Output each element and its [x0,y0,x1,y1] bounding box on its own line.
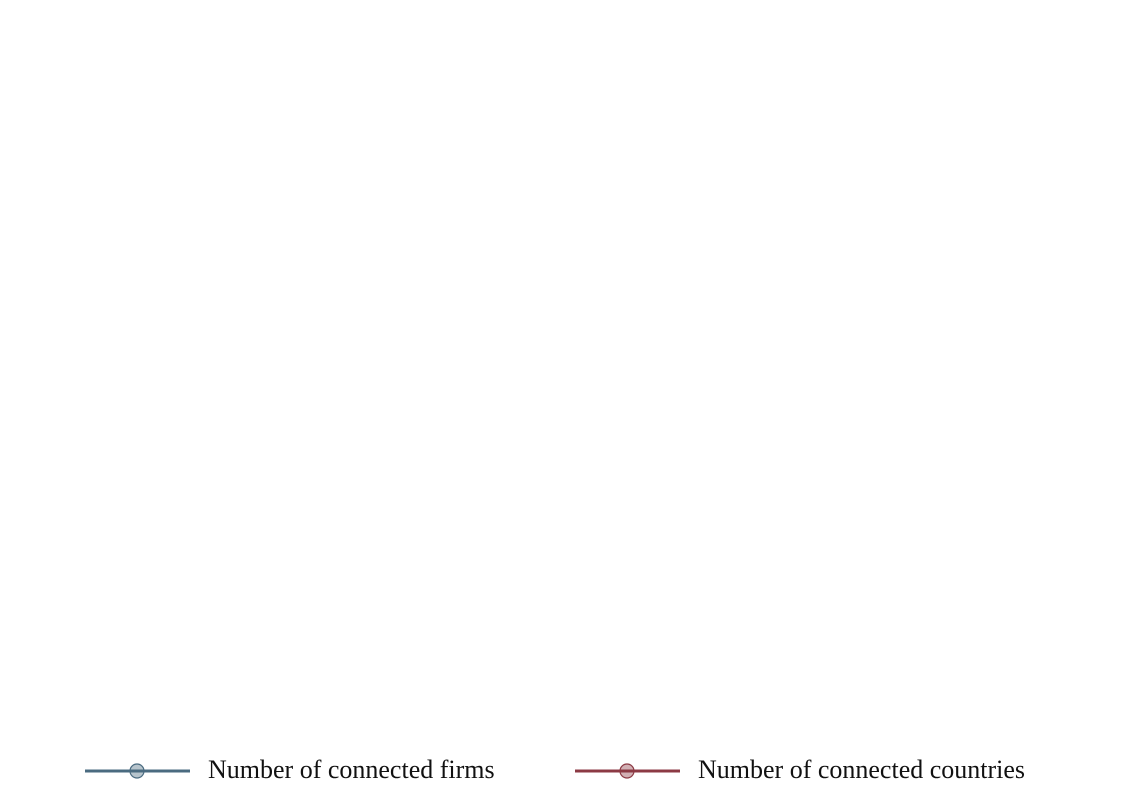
legend-label: Number of connected countries [698,755,1025,784]
legend-label: Number of connected firms [208,755,495,784]
legend-marker [619,763,635,779]
legend-marker [129,763,145,779]
